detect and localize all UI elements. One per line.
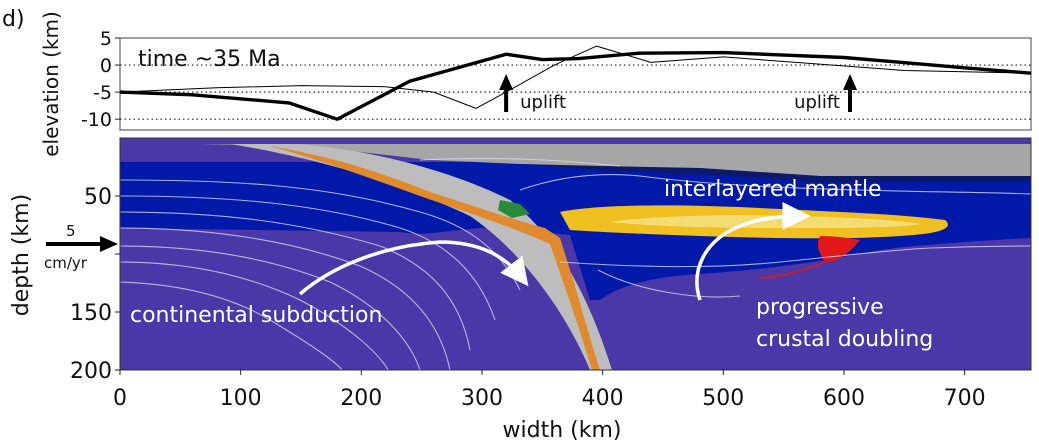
- velocity-value: 5: [66, 222, 76, 240]
- velocity-arrow-head: [100, 236, 118, 252]
- annotation-crustal-doubling: crustal doubling: [756, 327, 933, 352]
- mafic-lens: [498, 200, 530, 218]
- depth-axis-ticks: 50 150 200: [70, 185, 120, 384]
- elevation-tick-label: 5: [100, 28, 112, 50]
- width-tick-label: 400: [582, 386, 624, 411]
- isotherms: [120, 157, 1031, 370]
- upper-plate-crust: [120, 144, 1031, 176]
- width-axis-ticks: 0 100 200 300 400 500 600 700: [113, 370, 986, 411]
- velocity-unit: cm/yr: [44, 254, 88, 272]
- elevation-y-ticks: 5 0 -5 -10: [81, 28, 120, 131]
- width-tick-label: 500: [702, 386, 744, 411]
- depth-tick-label: 50: [84, 185, 112, 210]
- elevation-series-thick: [119, 50, 1032, 121]
- width-axis-label: width (km): [503, 418, 622, 442]
- felsic-highlight: [610, 215, 920, 228]
- elevation-axis-label: elevation (km): [39, 11, 63, 157]
- elevation-plot-frame: [119, 37, 1032, 131]
- panel-label: d): [2, 7, 25, 32]
- depth-tick-label: 150: [70, 301, 112, 326]
- uplift-arrow-head: [843, 74, 858, 90]
- crust-base: [520, 164, 1031, 182]
- width-tick-label: 600: [823, 386, 865, 411]
- elevation-series: [119, 45, 1032, 121]
- cross-section: [120, 138, 1031, 370]
- time-annotation: time ~35 Ma: [138, 47, 281, 72]
- subduction-arrow: [298, 240, 529, 296]
- width-tick-label: 0: [113, 386, 127, 411]
- uplift-arrow-head: [499, 74, 514, 90]
- doubling-arrow: [695, 202, 811, 301]
- depth-tick-label: 200: [70, 359, 112, 384]
- annotation-interlayered-mantle: interlayered mantle: [664, 177, 882, 202]
- uplift-arrows: uplift uplift: [499, 74, 858, 113]
- uplift-label: uplift: [520, 92, 566, 113]
- elevation-reference-lines: [120, 64, 1031, 120]
- elevation-tick-label: -5: [93, 82, 112, 104]
- uplift-label: uplift: [794, 92, 840, 113]
- elevation-tick-label: 0: [100, 55, 112, 77]
- upper-mantle: [120, 162, 1031, 300]
- melt-region: [817, 236, 860, 262]
- annotation-continental-subduction: continental subduction: [130, 303, 382, 328]
- width-tick-label: 700: [944, 386, 986, 411]
- elevation-tick-label: -10: [81, 109, 112, 131]
- annotation-progressive: progressive: [756, 295, 884, 320]
- depth-axis-label: depth (km): [9, 194, 34, 316]
- width-tick-label: 100: [220, 386, 262, 411]
- width-tick-label: 300: [461, 386, 503, 411]
- width-tick-label: 200: [340, 386, 382, 411]
- elevation-series-thin: [119, 45, 1032, 109]
